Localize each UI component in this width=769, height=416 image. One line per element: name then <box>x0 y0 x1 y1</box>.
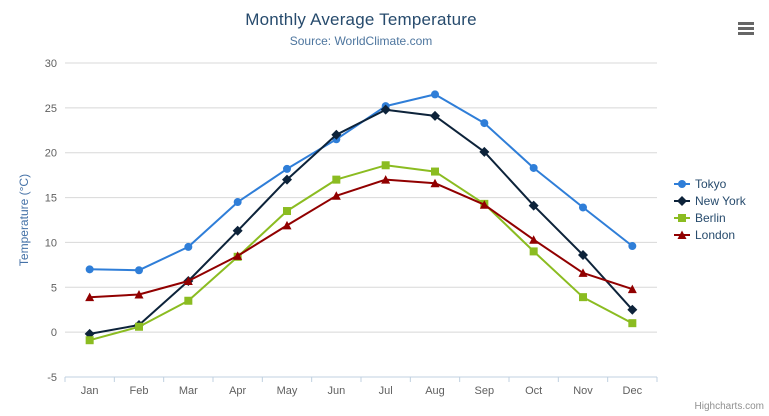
marker-tokyo[interactable] <box>135 266 143 275</box>
marker-new-york[interactable] <box>331 129 342 140</box>
series-tokyo <box>85 90 637 275</box>
marker-london[interactable] <box>381 175 391 184</box>
x-axis-label: Apr <box>229 385 246 397</box>
marker-berlin[interactable] <box>628 319 637 328</box>
legend: Tokyo New York Berlin London <box>674 177 746 242</box>
marker-new-york[interactable] <box>528 200 539 211</box>
legend-item-new-york[interactable]: New York <box>674 194 746 208</box>
marker-berlin[interactable] <box>184 296 193 305</box>
diamond-legend-icon <box>674 196 690 206</box>
marker-berlin[interactable] <box>529 247 538 256</box>
chart-title: Monthly Average Temperature <box>245 10 477 29</box>
marker-tokyo[interactable] <box>480 119 489 128</box>
marker-london[interactable] <box>85 292 95 302</box>
marker-london[interactable] <box>578 268 588 277</box>
marker-berlin[interactable] <box>283 207 291 216</box>
credits-link[interactable]: Highcharts.com <box>694 401 764 412</box>
marker-new-york[interactable] <box>380 104 391 115</box>
marker-tokyo[interactable] <box>283 164 291 173</box>
legend-item-london[interactable]: London <box>674 228 746 242</box>
legend-label: London <box>695 228 736 242</box>
marker-london[interactable] <box>627 284 637 294</box>
chart-subtitle: Source: WorldClimate.com <box>289 34 433 48</box>
y-axis-label: 30 <box>45 58 57 70</box>
square-legend-icon <box>674 214 690 222</box>
marker-new-york[interactable] <box>232 225 243 236</box>
y-axis-label: 25 <box>45 103 57 115</box>
series-london <box>85 175 637 302</box>
y-axis-label: -5 <box>47 372 57 384</box>
marker-tokyo[interactable] <box>431 90 439 99</box>
legend-label: Berlin <box>695 211 726 225</box>
marker-new-york[interactable] <box>627 304 638 315</box>
marker-berlin[interactable] <box>135 322 143 331</box>
marker-london[interactable] <box>331 191 341 200</box>
x-axis-label: Nov <box>573 385 593 397</box>
marker-new-york[interactable] <box>479 146 490 157</box>
marker-berlin[interactable] <box>85 336 94 345</box>
export-menu-button[interactable] <box>734 17 758 39</box>
series-line-tokyo[interactable] <box>88 93 634 272</box>
marker-new-york[interactable] <box>282 174 292 185</box>
square-marker-icon <box>678 214 686 222</box>
x-axis-label: Jan <box>81 385 99 397</box>
marker-london[interactable] <box>479 200 489 209</box>
triangle-legend-icon <box>674 230 690 239</box>
series-line-berlin[interactable] <box>88 164 634 342</box>
x-axis-label: Jun <box>327 385 345 397</box>
y-axis-title: Temperature (°C) <box>17 173 31 267</box>
marker-london[interactable] <box>233 251 243 260</box>
diamond-marker-icon <box>677 196 687 206</box>
marker-berlin[interactable] <box>579 293 587 302</box>
legend-item-tokyo[interactable]: Tokyo <box>674 177 746 191</box>
x-axis-label: Dec <box>623 385 643 397</box>
legend-label: New York <box>695 194 746 208</box>
hamburger-icon <box>738 26 754 30</box>
x-axis-label: May <box>277 385 298 397</box>
marker-london[interactable] <box>134 289 144 299</box>
circle-legend-icon <box>674 180 690 188</box>
y-axis-label: 0 <box>51 327 57 339</box>
series-line-new-york[interactable] <box>88 108 634 335</box>
x-axis-label: Mar <box>179 385 198 397</box>
y-axis-label: 20 <box>45 148 57 160</box>
marker-berlin[interactable] <box>431 167 439 176</box>
marker-tokyo[interactable] <box>233 198 242 207</box>
legend-label: Tokyo <box>695 177 727 191</box>
marker-berlin[interactable] <box>332 175 341 184</box>
triangle-marker-icon <box>677 230 687 239</box>
marker-tokyo[interactable] <box>579 203 587 212</box>
marker-london[interactable] <box>430 178 440 188</box>
marker-berlin[interactable] <box>381 161 390 170</box>
marker-new-york[interactable] <box>430 110 440 121</box>
x-axis-label: Feb <box>130 385 149 397</box>
hamburger-icon <box>738 31 754 35</box>
circle-marker-icon <box>678 180 686 188</box>
marker-tokyo[interactable] <box>628 242 637 251</box>
marker-london[interactable] <box>183 276 193 286</box>
y-axis-label: 10 <box>45 237 57 249</box>
marker-new-york[interactable] <box>578 249 588 260</box>
series-line-london[interactable] <box>88 178 634 299</box>
y-axis-label: 15 <box>45 193 57 205</box>
legend-item-berlin[interactable]: Berlin <box>674 211 746 225</box>
marker-london[interactable] <box>282 220 292 230</box>
marker-tokyo[interactable] <box>529 163 538 172</box>
hamburger-icon <box>738 21 754 25</box>
marker-london[interactable] <box>529 235 539 244</box>
series-new-york <box>84 104 638 339</box>
marker-tokyo[interactable] <box>184 242 193 251</box>
y-axis-label: 5 <box>51 282 57 294</box>
x-axis-label: Jul <box>379 385 393 397</box>
x-axis-label: Aug <box>425 385 445 397</box>
x-axis-label: Sep <box>475 385 495 397</box>
x-axis-label: Oct <box>525 385 542 397</box>
marker-tokyo[interactable] <box>85 265 94 274</box>
